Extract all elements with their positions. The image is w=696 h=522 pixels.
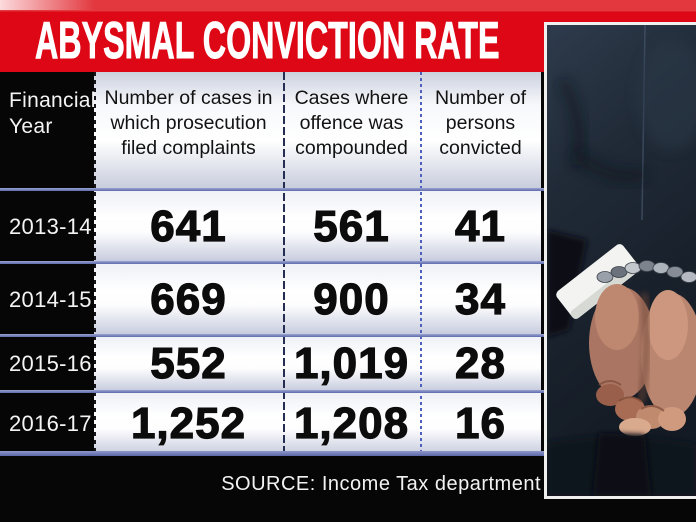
year-cell: 2013-14 — [0, 190, 94, 263]
table-cell: 41 — [420, 190, 541, 263]
value-complaints: 1,252 — [130, 398, 247, 448]
column-divider — [283, 72, 285, 456]
source-label: SOURCE: Income Tax department — [221, 473, 541, 495]
handcuffed-suspect-photo — [544, 22, 696, 499]
column-header-convicted: Number of persons convicted — [420, 72, 541, 190]
year-cell: 2014-15 — [0, 263, 94, 336]
table-cell: 1,208 — [283, 392, 420, 456]
row-divider — [0, 188, 546, 191]
value-compounded: 900 — [313, 274, 390, 324]
value-convicted: 34 — [454, 274, 506, 324]
table-cell: 1,019 — [283, 336, 420, 392]
page-title: ABYSMAL CONVICTION RATE — [35, 12, 500, 71]
value-complaints: 669 — [150, 274, 227, 324]
value-compounded: 1,208 — [293, 398, 410, 448]
row-divider — [0, 334, 546, 337]
value-compounded: 1,019 — [293, 338, 410, 388]
row-divider — [0, 390, 546, 393]
column-header-compounded: Cases where offence was compounded — [283, 72, 420, 190]
table-cell: 641 — [94, 190, 283, 263]
row-divider — [0, 261, 546, 264]
value-convicted: 28 — [454, 338, 506, 388]
value-compounded: 561 — [313, 201, 390, 251]
column-header-financial-year: Financial Year — [0, 72, 95, 190]
conviction-table: Financial Year Number of cases in which … — [0, 72, 546, 456]
column-divider — [94, 72, 96, 456]
year-cell: 2015-16 — [0, 336, 94, 392]
column-header-complaints: Number of cases in which prosecution fil… — [94, 72, 283, 190]
handcuffs-illustration — [547, 25, 696, 496]
value-complaints: 552 — [150, 338, 227, 388]
column-divider — [420, 72, 422, 456]
value-complaints: 641 — [150, 201, 227, 251]
table-cell: 900 — [283, 263, 420, 336]
table-cell: 28 — [420, 336, 541, 392]
table-cell: 561 — [283, 190, 420, 263]
value-convicted: 16 — [454, 398, 506, 448]
table-cell: 34 — [420, 263, 541, 336]
year-cell: 2016-17 — [0, 392, 94, 456]
table-cell: 669 — [94, 263, 283, 336]
table-cell: 16 — [420, 392, 541, 456]
table-bottom-rule — [0, 451, 546, 456]
table-cell: 552 — [94, 336, 283, 392]
table-cell: 1,252 — [94, 392, 283, 456]
value-convicted: 41 — [454, 201, 506, 251]
